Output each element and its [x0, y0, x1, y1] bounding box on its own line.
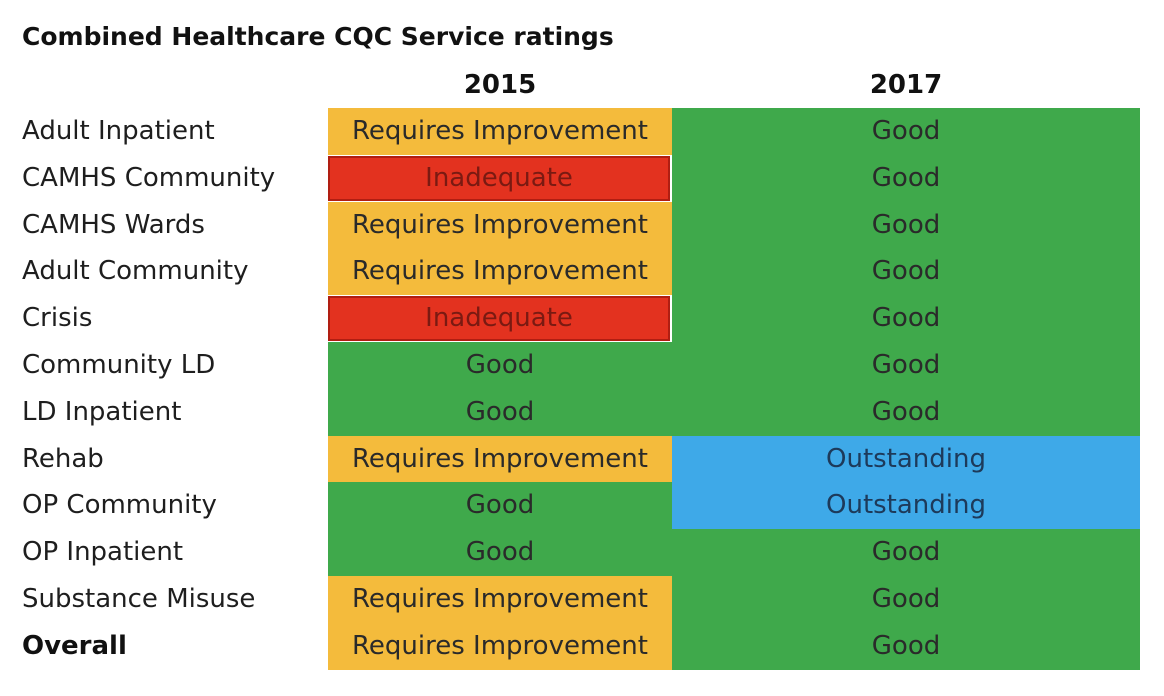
table-row: LD Inpatient Good Good [0, 388, 1164, 436]
table-row: Rehab Requires Improvement Outstanding [0, 435, 1164, 483]
rating-2015-cell: Requires Improvement [328, 248, 672, 296]
service-label: OP Inpatient [22, 537, 184, 568]
rating-2015-cell: Good [328, 529, 672, 576]
rating-2017-cell: Outstanding [672, 482, 1140, 530]
rating-2017-cell: Good [672, 154, 1140, 202]
service-label: Crisis [22, 303, 93, 334]
rating-2015-cell: Requires Improvement [328, 575, 672, 623]
table-row: Adult Community Requires Improvement Good [0, 248, 1164, 296]
service-label: Overall [22, 630, 127, 661]
table-row: Substance Misuse Requires Improvement Good [0, 575, 1164, 623]
rating-2017-cell: Good [672, 529, 1140, 576]
rating-2017-cell: Good [672, 248, 1140, 296]
service-label: Adult Community [22, 256, 249, 287]
service-label: OP Community [22, 490, 217, 521]
rating-2015-cell: Requires Improvement [328, 622, 672, 670]
service-label: CAMHS Community [22, 162, 276, 193]
rating-2017-cell: Good [672, 295, 1140, 342]
rating-2015-cell: Requires Improvement [328, 201, 672, 249]
ratings-table: Adult Inpatient Requires Improvement Good C… [0, 108, 1164, 670]
rating-2017-cell: Good [672, 201, 1140, 249]
rating-2015-cell: Requires Improvement [328, 435, 672, 483]
service-label: CAMHS Wards [22, 209, 205, 240]
rating-2017-cell: Good [672, 108, 1140, 155]
rating-2015-cell: Requires Improvement [328, 108, 672, 155]
service-label: Community LD [22, 349, 216, 380]
service-label: LD Inpatient [22, 396, 182, 427]
table-row: OP Inpatient Good Good [0, 529, 1164, 576]
rating-2017-cell: Outstanding [672, 435, 1140, 483]
column-header-2015: 2015 [463, 70, 537, 100]
rating-2017-cell: Good [672, 622, 1140, 670]
table-row: CAMHS Community Inadequate Good [0, 154, 1164, 202]
rating-2015-cell: Inadequate [328, 296, 670, 341]
rating-2017-cell: Good [672, 388, 1140, 436]
table-row: OP Community Good Outstanding [0, 482, 1164, 530]
rating-2015-cell: Inadequate [328, 155, 670, 201]
service-label: Substance Misuse [22, 583, 256, 614]
table-row: Overall Requires Improvement Good [0, 622, 1164, 670]
rating-2015-cell: Good [328, 388, 672, 436]
table-row: Adult Inpatient Requires Improvement Good [0, 108, 1164, 155]
table-row: Community LD Good Good [0, 341, 1164, 389]
table-row: Crisis Inadequate Good [0, 295, 1164, 342]
rating-2017-cell: Good [672, 575, 1140, 623]
rating-2015-cell: Good [328, 482, 672, 530]
rating-2017-cell: Good [672, 341, 1140, 389]
column-header-2017: 2017 [869, 70, 943, 100]
service-label: Rehab [22, 443, 104, 474]
table-row: CAMHS Wards Requires Improvement Good [0, 201, 1164, 249]
rating-2015-cell: Good [328, 341, 672, 389]
chart-title: Combined Healthcare CQC Service ratings [22, 22, 614, 51]
service-label: Adult Inpatient [22, 116, 215, 146]
